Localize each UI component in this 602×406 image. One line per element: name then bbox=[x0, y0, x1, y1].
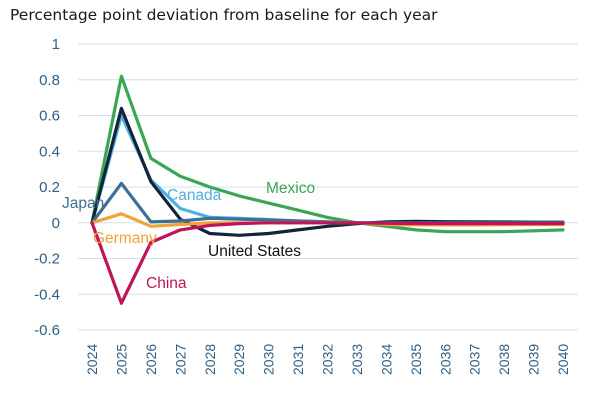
series-label-united-states: United States bbox=[208, 243, 301, 260]
x-tick-label: 2025 bbox=[113, 344, 129, 375]
x-tick-label: 2027 bbox=[172, 344, 188, 375]
series-line-mexico bbox=[90, 74, 565, 234]
x-tick-label: 2036 bbox=[437, 344, 453, 375]
series-labels: Mexico Canada United States Japan Germany Chi… bbox=[62, 180, 315, 292]
x-tick-label: 2040 bbox=[555, 344, 571, 375]
series-label-germany: Germany bbox=[93, 230, 157, 247]
chart-title: Percentage point deviation from baseline… bbox=[10, 6, 438, 24]
x-tick-label: 2024 bbox=[84, 344, 100, 375]
x-tick-label: 2035 bbox=[408, 344, 424, 375]
x-tick-label: 2034 bbox=[378, 344, 394, 375]
x-tick-label: 2028 bbox=[202, 344, 218, 375]
x-tick-label: 2026 bbox=[143, 344, 159, 375]
x-tick-label: 2038 bbox=[496, 344, 512, 375]
x-tick-label: 2039 bbox=[526, 344, 542, 375]
y-tick-label: 0.8 bbox=[39, 72, 60, 89]
x-tick-label: 2031 bbox=[290, 344, 306, 375]
x-tick-label: 2032 bbox=[320, 344, 336, 375]
y-tick-label: 0.6 bbox=[39, 108, 60, 125]
y-tick-label: 0.2 bbox=[39, 179, 60, 196]
series-lines bbox=[90, 74, 565, 305]
series-label-canada: Canada bbox=[167, 187, 222, 204]
y-tick-label: 0 bbox=[52, 215, 60, 232]
series-label-mexico: Mexico bbox=[266, 180, 315, 197]
series-label-china: China bbox=[146, 275, 187, 292]
y-axis-ticks: -0.6 -0.4 -0.2 0 0.2 0.4 0.6 0.8 1 bbox=[34, 36, 60, 339]
y-tick-label: -0.6 bbox=[34, 322, 60, 339]
series-line-china bbox=[90, 221, 565, 305]
series-label-japan: Japan bbox=[62, 195, 104, 212]
series-line-canada bbox=[90, 113, 565, 226]
x-tick-label: 2037 bbox=[467, 344, 483, 375]
y-tick-label: 1 bbox=[52, 36, 60, 53]
y-tick-label: 0.4 bbox=[39, 143, 60, 160]
y-tick-label: -0.2 bbox=[34, 251, 60, 268]
x-axis-ticks: 2024 2025 2026 2027 2028 2029 2030 2031 2032 2033… bbox=[84, 344, 571, 375]
y-tick-label: -0.4 bbox=[34, 286, 60, 303]
x-tick-label: 2029 bbox=[231, 344, 247, 375]
x-tick-label: 2033 bbox=[349, 344, 365, 375]
x-tick-label: 2030 bbox=[261, 344, 277, 375]
